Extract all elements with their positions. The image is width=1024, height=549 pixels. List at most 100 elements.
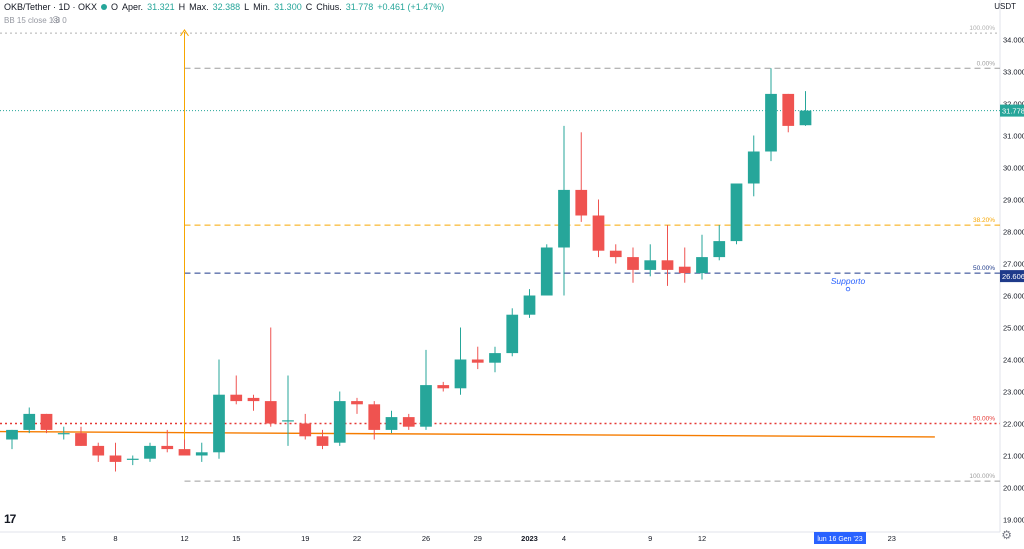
candle xyxy=(506,308,518,356)
y-tick-label: 21.000 xyxy=(1003,452,1024,461)
support-label: Supporto xyxy=(831,276,866,286)
candle xyxy=(161,430,173,452)
close-full-label: Chius. xyxy=(316,2,342,12)
price-axis-title: USDT xyxy=(994,2,1016,11)
candle xyxy=(196,443,208,462)
candle-body xyxy=(23,414,35,430)
x-tick-label: 2023 xyxy=(521,534,538,543)
low-value: 31.300 xyxy=(274,2,302,12)
candle xyxy=(713,225,725,260)
candle-body xyxy=(782,94,794,126)
fib-level-label: 0.00% xyxy=(977,60,996,67)
candle xyxy=(92,443,104,462)
candle xyxy=(800,91,812,126)
y-tick-label: 19.000 xyxy=(1003,516,1024,525)
candle-body xyxy=(748,152,760,184)
candle-body xyxy=(455,360,467,389)
candle-body xyxy=(127,459,139,460)
candle-body xyxy=(644,260,656,270)
candle xyxy=(644,244,656,276)
candle xyxy=(696,235,708,280)
candle-body xyxy=(506,315,518,353)
x-tick-label: 4 xyxy=(562,534,566,543)
candle-body xyxy=(575,190,587,216)
y-tick-label: 34.000 xyxy=(1003,36,1024,45)
fib-level-label: 100.00% xyxy=(969,25,995,32)
candle xyxy=(420,350,432,430)
candle xyxy=(558,126,570,296)
candle xyxy=(179,440,191,456)
support-price-tag: 26.606 xyxy=(1002,272,1024,281)
fib-level-label: 100.00% xyxy=(969,473,995,480)
candle xyxy=(282,376,294,446)
candle-body xyxy=(541,248,553,296)
candle-body xyxy=(679,267,691,273)
symbol-title[interactable]: OKB/Tether · 1D · OKX xyxy=(4,2,97,12)
trendline xyxy=(0,432,935,437)
x-tick-label: 22 xyxy=(353,534,361,543)
fib-level-label: 38.20% xyxy=(973,217,995,224)
y-tick-label: 31.000 xyxy=(1003,132,1024,141)
candle-body xyxy=(610,251,622,257)
candle-body xyxy=(713,241,725,257)
support-anchor xyxy=(846,287,850,291)
candle-body xyxy=(558,190,570,248)
open-label: O xyxy=(111,2,118,12)
candle-body xyxy=(230,395,242,401)
candle xyxy=(58,427,70,440)
low-full-label: Min. xyxy=(253,2,270,12)
y-tick-label: 33.000 xyxy=(1003,68,1024,77)
candle xyxy=(230,376,242,405)
candle-body xyxy=(420,385,432,427)
candle-body xyxy=(161,446,173,449)
candle-body xyxy=(524,296,536,315)
y-tick-label: 26.000 xyxy=(1003,292,1024,301)
close-value: 31.778 xyxy=(346,2,374,12)
candle-body xyxy=(144,446,156,459)
candle-body xyxy=(58,433,70,434)
candle-body xyxy=(334,401,346,443)
candle-body xyxy=(765,94,777,152)
candle-body xyxy=(593,216,605,251)
y-tick-label: 22.000 xyxy=(1003,420,1024,429)
x-tick-label: 15 xyxy=(232,534,240,543)
x-tick-label: 12 xyxy=(698,534,706,543)
open-full-label: Aper. xyxy=(122,2,143,12)
x-tick-label: 23 xyxy=(888,534,896,543)
x-tick-label: 29 xyxy=(474,534,482,543)
candle xyxy=(782,94,794,132)
eye-icon[interactable]: ◎ xyxy=(52,14,60,25)
candle-body xyxy=(489,353,501,363)
candle-body xyxy=(472,360,484,363)
candle-body xyxy=(627,257,639,270)
candle-body xyxy=(265,401,277,423)
candle xyxy=(748,136,760,197)
candle-body xyxy=(351,401,363,404)
candle-body xyxy=(386,417,398,430)
candle-body xyxy=(213,395,225,453)
candle-body xyxy=(403,417,415,427)
tradingview-logo[interactable]: 17 xyxy=(4,512,15,526)
candle xyxy=(610,244,622,263)
candle xyxy=(386,411,398,433)
y-tick-label: 30.000 xyxy=(1003,164,1024,173)
candle-body xyxy=(317,436,329,446)
candle xyxy=(472,347,484,369)
x-tick-label: 12 xyxy=(180,534,188,543)
candle xyxy=(731,184,743,245)
candle xyxy=(41,414,53,433)
gear-icon[interactable]: ⚙ xyxy=(1001,528,1012,542)
close-label: C xyxy=(306,2,313,12)
y-tick-label: 24.000 xyxy=(1003,356,1024,365)
candle-body xyxy=(92,446,104,456)
fib-level-label: 50.00% xyxy=(973,416,995,423)
last-price-tag: 31.778 xyxy=(1002,107,1024,116)
candle xyxy=(351,398,363,414)
candle-body xyxy=(110,456,122,462)
candle xyxy=(437,382,449,392)
candle xyxy=(593,200,605,258)
candle-body xyxy=(41,414,53,430)
candle xyxy=(765,68,777,161)
